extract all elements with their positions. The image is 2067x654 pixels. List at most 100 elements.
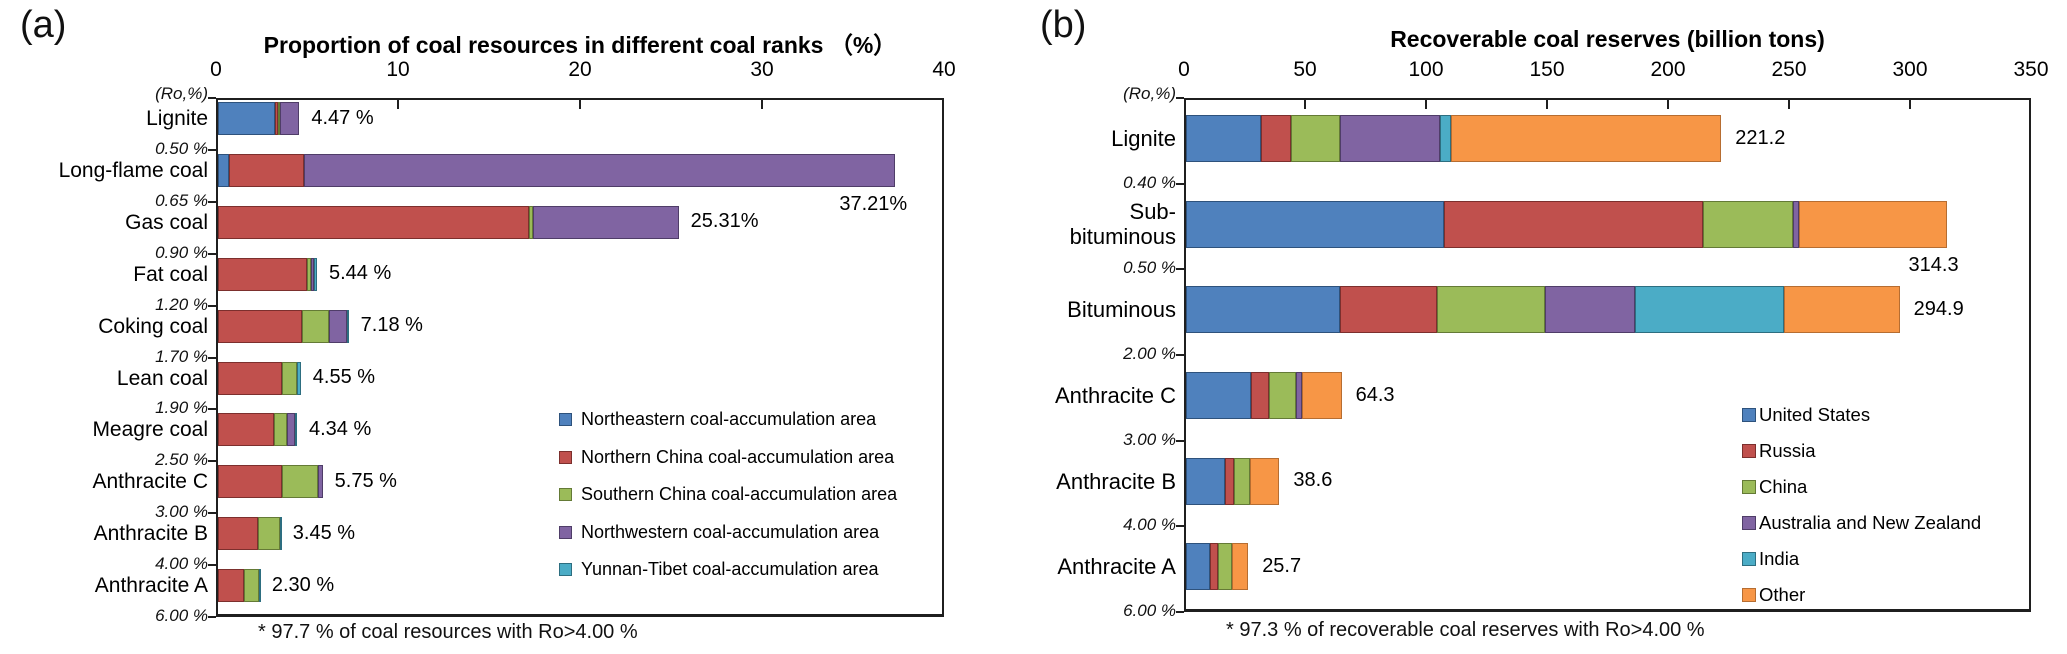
bar-row xyxy=(1186,200,1947,248)
legend-item: Russia xyxy=(1742,440,1816,462)
x-tick-label: 10 xyxy=(386,58,410,81)
panel-a-label: (a) xyxy=(20,4,67,46)
bar-segment-northwestern-coal-accumulation-area xyxy=(329,309,348,343)
category-label: Long-flame coal xyxy=(58,158,208,182)
legend-item: Northeastern coal-accumulation area xyxy=(559,409,876,430)
bar-segment-southern-china-coal-accumulation-area xyxy=(529,205,533,239)
ro-tick-label: 6.00 % xyxy=(1123,601,1176,620)
value-label: 221.2 xyxy=(1735,126,1786,149)
bar-segment-united-states xyxy=(1186,372,1251,419)
bar-segment-southern-china-coal-accumulation-area xyxy=(281,361,298,395)
bar-row xyxy=(218,361,301,395)
x-axis-tick xyxy=(1546,100,1548,109)
bar-row xyxy=(218,153,896,187)
value-label: 64.3 xyxy=(1355,383,1395,406)
x-tick-label: 100 xyxy=(1408,58,1444,81)
ro-tick-label: 3.00 % xyxy=(155,502,208,522)
ro-tick-label: 0.65 % xyxy=(155,190,208,210)
legend-item: United States xyxy=(1742,404,1870,426)
value-label: 25.7 xyxy=(1262,554,1302,577)
legend-label: Australia and New Zealand xyxy=(1759,512,1982,533)
category-label: Meagre coal xyxy=(92,418,208,442)
legend-item: China xyxy=(1742,476,1807,498)
bar-row xyxy=(218,309,350,343)
bar-segment-yunnan-tibet-coal-accumulation-area xyxy=(297,361,301,395)
bar-segment-other xyxy=(1784,286,1900,334)
category-label: Anthracite B xyxy=(93,522,208,546)
bar-segment-russia xyxy=(1224,457,1235,505)
bar-row xyxy=(218,102,300,135)
bar-segment-china xyxy=(1437,286,1545,334)
x-axis-tick xyxy=(1909,100,1911,109)
bar-segment-northwestern-coal-accumulation-area xyxy=(310,257,314,291)
x-tick-label: 50 xyxy=(1293,58,1317,81)
bar-segment-other xyxy=(1250,457,1280,505)
x-tick-label: 40 xyxy=(932,58,956,81)
x-axis-tick xyxy=(397,100,399,109)
y-axis-tick xyxy=(208,356,216,359)
category-label: Anthracite C xyxy=(1054,383,1176,408)
y-axis-tick xyxy=(1176,611,1184,613)
bar-segment-china xyxy=(1702,200,1793,248)
bar-segment-northern-china-coal-accumulation-area xyxy=(275,102,279,135)
bar-segment-australia-and-new-zealand xyxy=(1544,286,1635,334)
bar-segment-northeastern-coal-accumulation-area xyxy=(218,153,229,187)
category-label: Coking coal xyxy=(98,314,208,338)
y-axis-tick xyxy=(208,616,216,618)
y-axis-tick xyxy=(208,97,216,99)
bar-segment-northern-china-coal-accumulation-area xyxy=(218,413,275,447)
ro-tick-label: 3.00 % xyxy=(1123,429,1176,449)
bar-segment-china xyxy=(1234,457,1251,505)
value-label: 5.75 % xyxy=(334,469,397,492)
x-tick-label: 350 xyxy=(2013,58,2049,81)
y-axis-tick xyxy=(208,304,216,307)
value-label: 37.21% xyxy=(839,192,908,215)
legend-item: Northern China coal-accumulation area xyxy=(559,447,894,468)
bar-segment-russia xyxy=(1443,200,1703,248)
category-label: Gas coal xyxy=(125,210,208,234)
value-label: 25.31% xyxy=(690,210,759,233)
bar-row xyxy=(218,257,317,291)
value-label: 4.34 % xyxy=(308,417,372,440)
bar-segment-india xyxy=(1634,286,1785,334)
bar-segment-russia xyxy=(1339,286,1438,334)
bar-segment-southern-china-coal-accumulation-area xyxy=(301,309,330,343)
bar-segment-northern-china-coal-accumulation-area xyxy=(218,517,259,551)
category-label: Fat coal xyxy=(133,262,208,286)
category-label: Anthracite C xyxy=(92,470,208,494)
legend-item: Australia and New Zealand xyxy=(1742,512,1981,534)
bar-segment-china xyxy=(1269,372,1297,419)
ro-tick-label: 1.90 % xyxy=(155,398,208,418)
value-label: 294.9 xyxy=(1913,297,1964,320)
x-tick-label: 200 xyxy=(1650,58,1686,81)
bar-row xyxy=(218,569,261,603)
chart-a-ro-axis-label: (Ro,%) xyxy=(155,84,208,103)
bar-segment-united-states xyxy=(1186,115,1262,162)
legend-label: China xyxy=(1759,476,1808,497)
legend-item: Other xyxy=(1742,584,1805,606)
bar-segment-australia-and-new-zealand xyxy=(1339,115,1440,162)
bar-segment-yunnan-tibet-coal-accumulation-area xyxy=(295,413,298,447)
ro-tick-label: 4.00 % xyxy=(155,554,208,574)
bar-segment-united-states xyxy=(1186,286,1340,334)
legend-label: Other xyxy=(1759,584,1806,605)
y-axis-tick xyxy=(208,148,216,151)
bar-segment-southern-china-coal-accumulation-area xyxy=(281,465,319,499)
y-axis-tick xyxy=(208,408,216,411)
ro-tick-label: 0.90 % xyxy=(155,242,208,262)
bar-segment-northern-china-coal-accumulation-area xyxy=(218,361,282,395)
category-label: Anthracite A xyxy=(1057,554,1176,580)
plot-area xyxy=(1184,98,2031,612)
ro-tick-label: 1.20 % xyxy=(155,294,208,314)
legend-label: United States xyxy=(1759,404,1871,425)
bar-segment-other xyxy=(1451,115,1722,162)
category-label: Sub- bituminous xyxy=(1069,199,1176,250)
x-axis-tick xyxy=(761,100,763,109)
bar-row xyxy=(1186,372,1342,419)
chart-a-title: Proportion of coal resources in differen… xyxy=(263,32,897,58)
bar-segment-australia-and-new-zealand xyxy=(1296,372,1302,419)
x-axis-tick xyxy=(579,100,581,109)
bar-segment-yunnan-tibet-coal-accumulation-area xyxy=(313,257,317,291)
bar-segment-northern-china-coal-accumulation-area xyxy=(218,465,282,499)
